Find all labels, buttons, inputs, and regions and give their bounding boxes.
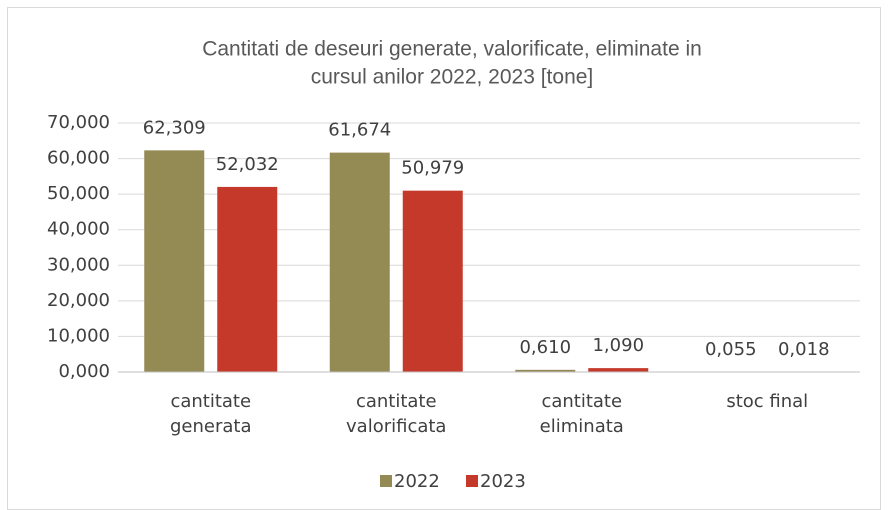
data-label: 0,055 xyxy=(705,339,757,360)
legend-swatch xyxy=(380,475,392,487)
x-tick-line: cantitate xyxy=(541,391,622,412)
bar xyxy=(402,190,463,372)
data-label: 0,610 xyxy=(519,337,571,358)
y-tick-label: 20,000 xyxy=(47,290,110,311)
data-label: 50,979 xyxy=(401,158,464,179)
y-tick-label: 30,000 xyxy=(47,254,110,275)
data-label: 1,090 xyxy=(592,335,644,356)
bar xyxy=(588,368,649,372)
data-label: 0,018 xyxy=(778,339,830,360)
x-tick-label: cantitate valorificata xyxy=(346,391,446,437)
data-label: 61,674 xyxy=(328,120,391,141)
x-tick-line: valorificata xyxy=(346,416,446,437)
y-tick-label: 40,000 xyxy=(47,219,110,240)
y-tick-label: 50,000 xyxy=(47,183,110,204)
y-tick-label: 70,000 xyxy=(47,112,110,133)
bar xyxy=(217,186,278,372)
y-tick-label: 0,000 xyxy=(58,361,110,382)
bar xyxy=(144,150,205,372)
x-tick-line: generata xyxy=(170,416,252,437)
legend-swatch xyxy=(466,475,478,487)
bar xyxy=(515,369,576,372)
x-tick-label: cantitate generata xyxy=(170,391,252,437)
x-tick-line: cantitate xyxy=(356,391,437,412)
bar xyxy=(329,152,390,372)
x-tick-line: cantitate xyxy=(170,391,251,412)
data-label: 52,032 xyxy=(216,154,279,175)
legend-label: 2022 xyxy=(394,471,440,492)
y-tick-label: 10,000 xyxy=(47,325,110,346)
x-tick-label: cantitate eliminata xyxy=(540,391,624,437)
data-label: 62,309 xyxy=(143,117,206,138)
x-tick-line: eliminata xyxy=(540,416,624,437)
x-tick-line: stoc final xyxy=(726,391,808,412)
chart-title: Cantitati de deseuri generate, valorific… xyxy=(202,38,702,61)
chart-title: cursul anilor 2022, 2023 [tone] xyxy=(311,66,594,89)
legend-label: 2023 xyxy=(480,471,526,492)
x-tick-label: stoc final xyxy=(726,391,808,412)
y-tick-label: 60,000 xyxy=(47,148,110,169)
